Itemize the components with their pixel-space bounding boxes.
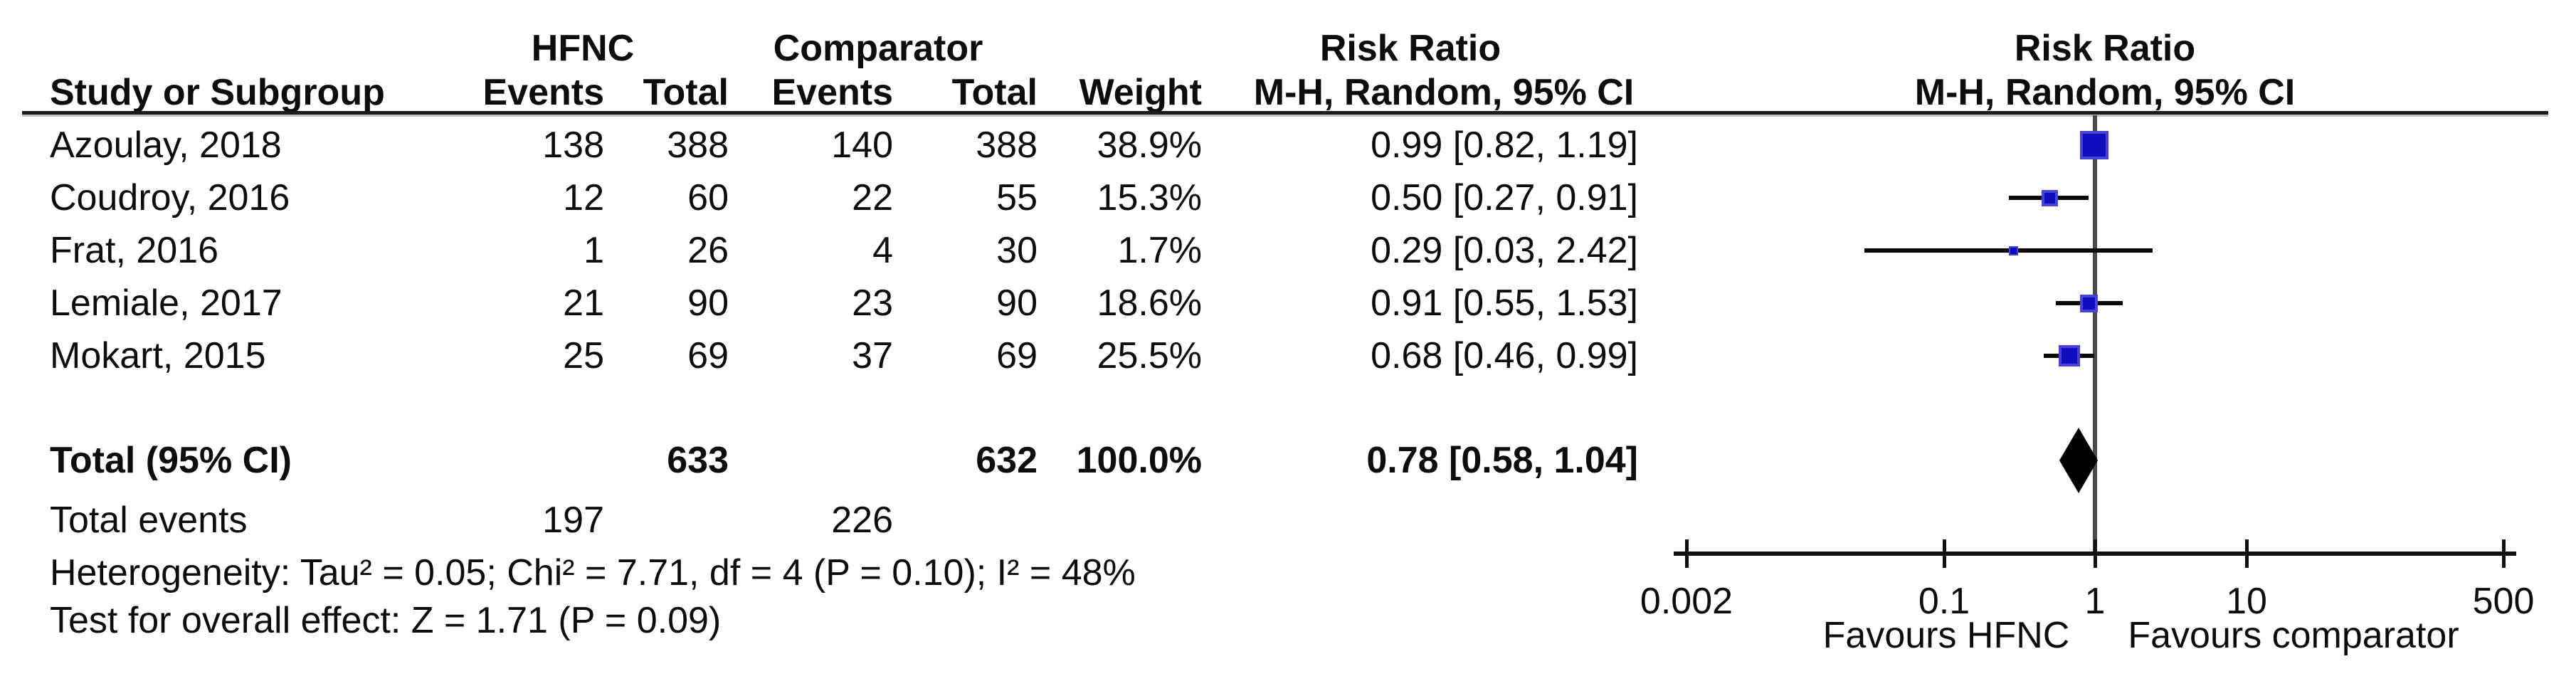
cell-t2: 55 bbox=[996, 177, 1038, 218]
weight-column-header: Weight bbox=[1079, 72, 1202, 113]
axis-tick-label: 0.002 bbox=[1640, 581, 1733, 622]
cell-t1: 388 bbox=[667, 125, 729, 166]
cell-rr: 0.99 [0.82, 1.19] bbox=[1371, 125, 1638, 166]
favours-right-label: Favours comparator bbox=[2128, 615, 2459, 656]
header-rule bbox=[22, 111, 2548, 115]
total-rr-value: 0.78 [0.58, 1.04] bbox=[1366, 440, 1638, 481]
study-square bbox=[2042, 189, 2058, 206]
axis-tick bbox=[1685, 539, 1689, 568]
total-hfnc-value: 633 bbox=[667, 440, 729, 481]
cell-e2: 4 bbox=[872, 230, 893, 271]
study-name: Mokart, 2015 bbox=[50, 335, 266, 376]
comparator-group-header: Comparator bbox=[773, 28, 983, 69]
study-name: Coudroy, 2016 bbox=[50, 177, 290, 218]
cell-t2: 69 bbox=[996, 335, 1038, 376]
study-square bbox=[2009, 246, 2018, 255]
axis-tick bbox=[1943, 539, 1946, 568]
risk-ratio-header-plot: Risk Ratio bbox=[2014, 28, 2196, 69]
cell-rr: 0.50 [0.27, 0.91] bbox=[1371, 177, 1638, 218]
total-column-header-hfnc: Total bbox=[643, 72, 729, 113]
total-events-hfnc-value: 197 bbox=[542, 500, 604, 541]
events-column-header-hfnc: Events bbox=[482, 72, 604, 113]
study-name: Frat, 2016 bbox=[50, 230, 219, 271]
heterogeneity-text: Heterogeneity: Tau² = 0.05; Chi² = 7.71,… bbox=[50, 552, 1136, 593]
mh-column-header-plot: M-H, Random, 95% CI bbox=[1914, 72, 2296, 113]
cell-e1: 12 bbox=[563, 177, 604, 218]
ci-line bbox=[1864, 248, 2153, 253]
total-row-label: Total (95% CI) bbox=[50, 440, 292, 481]
cell-t2: 388 bbox=[976, 125, 1038, 166]
overall-effect-text: Test for overall effect: Z = 1.71 (P = 0… bbox=[50, 600, 722, 641]
study-name: Azoulay, 2018 bbox=[50, 125, 282, 166]
axis-tick-label: 500 bbox=[2472, 581, 2535, 622]
total-events-label: Total events bbox=[50, 500, 248, 541]
mh-column-header-text: M-H, Random, 95% CI bbox=[1253, 72, 1635, 113]
risk-ratio-header-text: Risk Ratio bbox=[1319, 28, 1501, 69]
study-square bbox=[2080, 131, 2108, 159]
cell-e2: 37 bbox=[852, 335, 893, 376]
cell-t1: 69 bbox=[687, 335, 729, 376]
axis-tick bbox=[2245, 539, 2249, 568]
cell-e1: 1 bbox=[584, 230, 604, 271]
favours-left-label: Favours HFNC bbox=[1822, 615, 2070, 656]
cell-weight: 1.7% bbox=[1117, 230, 1202, 271]
cell-t2: 30 bbox=[996, 230, 1038, 271]
cell-e1: 21 bbox=[563, 283, 604, 324]
cell-e1: 138 bbox=[542, 125, 604, 166]
cell-weight: 15.3% bbox=[1097, 177, 1202, 218]
cell-e2: 140 bbox=[831, 125, 893, 166]
study-square bbox=[2080, 294, 2098, 312]
total-events-comp-value: 226 bbox=[831, 500, 893, 541]
cell-weight: 38.9% bbox=[1097, 125, 1202, 166]
summary-diamond bbox=[2059, 428, 2098, 493]
cell-e2: 22 bbox=[852, 177, 893, 218]
total-comp-value: 632 bbox=[976, 440, 1038, 481]
cell-rr: 0.91 [0.55, 1.53] bbox=[1371, 283, 1638, 324]
cell-t1: 90 bbox=[687, 283, 729, 324]
cell-rr: 0.29 [0.03, 2.42] bbox=[1371, 230, 1638, 271]
cell-e2: 23 bbox=[852, 283, 893, 324]
axis-tick-label: 10 bbox=[2226, 581, 2267, 622]
axis-tick bbox=[2502, 539, 2506, 568]
study-name: Lemiale, 2017 bbox=[50, 283, 283, 324]
events-column-header-comparator: Events bbox=[771, 72, 893, 113]
cell-weight: 18.6% bbox=[1097, 283, 1202, 324]
cell-e1: 25 bbox=[563, 335, 604, 376]
null-effect-line bbox=[2093, 115, 2097, 554]
cell-t2: 90 bbox=[996, 283, 1038, 324]
cell-rr: 0.68 [0.46, 0.99] bbox=[1371, 335, 1638, 376]
axis-tick-label: 0.1 bbox=[1918, 581, 1970, 622]
total-column-header-comparator: Total bbox=[951, 72, 1038, 113]
cell-weight: 25.5% bbox=[1097, 335, 1202, 376]
hfnc-group-header: HFNC bbox=[531, 28, 635, 69]
study-square bbox=[2059, 345, 2080, 366]
cell-t1: 60 bbox=[687, 177, 729, 218]
study-column-header: Study or Subgroup bbox=[50, 72, 385, 113]
axis-tick bbox=[2094, 539, 2097, 568]
axis-tick-label: 1 bbox=[2084, 581, 2106, 622]
total-weight-value: 100.0% bbox=[1076, 440, 1202, 481]
cell-t1: 26 bbox=[687, 230, 729, 271]
